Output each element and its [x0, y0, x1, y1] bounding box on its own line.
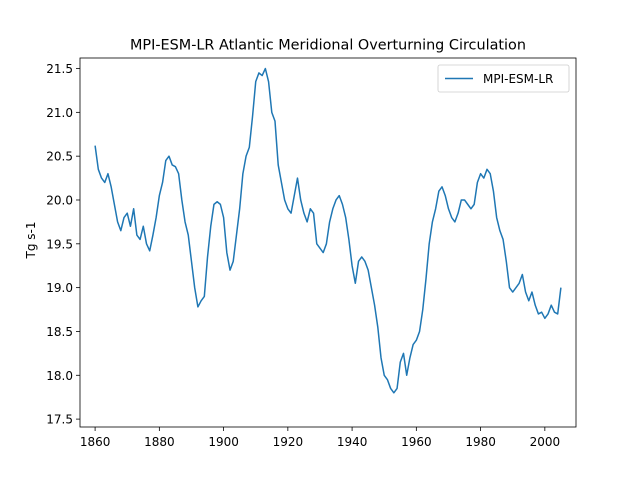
y-tick-label: 21.0 — [46, 106, 73, 120]
legend: MPI-ESM-LR — [437, 64, 570, 93]
y-tick-label: 19.5 — [46, 237, 73, 251]
plot-series — [94, 67, 562, 394]
plot-frame — [79, 57, 577, 428]
y-tick-label: 17.5 — [46, 413, 73, 427]
y-tick-label: 20.0 — [46, 193, 73, 207]
y-axis-ticks: 17.5 18.0 18.5 19.0 19.5 20.0 20.5 21.0 21.5 — [46, 62, 80, 427]
x-tick-label: 1940 — [337, 435, 368, 449]
x-tick-label: 1860 — [80, 435, 111, 449]
legend-label: MPI-ESM-LR — [483, 72, 553, 86]
legend-box — [437, 64, 570, 93]
x-tick-label: 1880 — [144, 435, 175, 449]
series-line — [94, 67, 562, 394]
x-axis-ticks: 1860 1880 1900 1920 1940 1960 1980 2000 — [80, 427, 560, 449]
chart-title: MPI-ESM-LR Atlantic Meridional Overturni… — [130, 38, 526, 54]
x-tick-label: 2000 — [530, 435, 561, 449]
y-axis-label: Tg s-1 — [24, 222, 38, 260]
y-tick-label: 18.5 — [46, 325, 73, 339]
y-tick-label: 19.0 — [46, 281, 73, 295]
x-tick-label: 1900 — [208, 435, 239, 449]
x-tick-label: 1920 — [273, 435, 304, 449]
x-tick-label: 1980 — [465, 435, 496, 449]
y-tick-label: 18.0 — [46, 369, 73, 383]
y-tick-label: 20.5 — [46, 150, 73, 164]
y-tick-label: 21.5 — [46, 62, 73, 76]
x-tick-label: 1960 — [401, 435, 432, 449]
